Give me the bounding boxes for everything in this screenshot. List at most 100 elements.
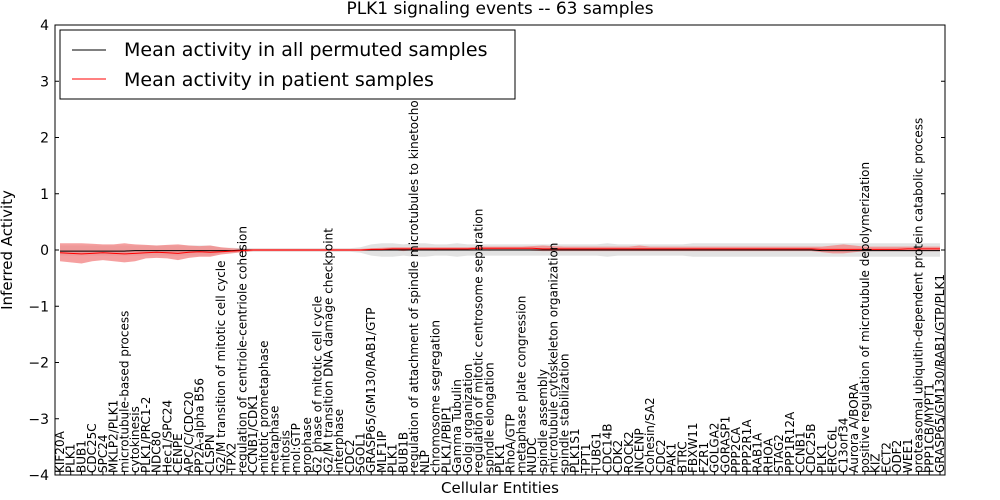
x-tick-label: regulation of mitotic centrosome separat… [472,209,486,473]
x-tick-label: G2 phase of mitotic cell cycle [311,296,325,473]
x-tick-label: metaphase plate congression [515,296,529,473]
x-tick-label: GOLGA2 [708,422,722,473]
y-tick-label: 3 [40,74,49,90]
x-tick-label: PPP2CA [729,426,743,473]
legend-label-permuted: Mean activity in all permuted samples [124,39,487,61]
x-tick-label: Hec1/SPC24 [160,400,174,473]
x-tick-label: BUB1B [396,432,410,473]
y-tick-label: 0 [40,243,49,259]
x-tick-label: CCNB1/CDK1 [246,394,260,473]
x-tick-label: STAG2 [772,434,786,473]
x-tick-label: PLK1 [386,444,400,473]
x-tick-label: Cohesin/SA2 [643,397,657,473]
x-tick-label: G2/M transition DNA damage checkpoint [321,228,335,473]
x-tick-label: cytokinesis [128,406,142,473]
x-tick-label: GORASP1 [718,416,732,473]
x-tick-label: MKLP2/PLK1 [107,400,121,473]
x-tick-label: G2/M transition of mitotic cell cycle [214,260,228,473]
x-tick-label: NUDC [525,438,539,473]
x-tick-label: mitotic prometaphase [257,341,271,474]
x-tick-label: KIF20A [53,430,67,473]
y-tick-label: 1 [40,187,49,203]
x-tick-label: PLK1/PRC1-2 [139,397,153,473]
x-tick-label: FZR1 [697,442,711,473]
x-tick-label: RAB1A [751,432,765,473]
x-tick-label: ROCK2 [622,431,636,473]
x-tick-label: PLK1 [493,444,507,473]
series-line-permuted [60,249,940,252]
y-tick-label: 4 [40,18,49,34]
x-tick-label: positive regulation of microtubule depol… [858,162,872,473]
x-tick-label: NDC80 [150,431,164,473]
x-tick-label: CCNB1 [794,431,808,473]
x-tick-label: BTRC [675,441,689,473]
series-line-patient [59,247,940,255]
x-tick-label: interphase [332,409,346,473]
y-tick-label: −2 [28,356,49,372]
x-tick-label: regulation of centriole-centriole cohesi… [235,226,249,473]
x-tick-label: PLK1S1 [568,428,582,473]
x-tick-label: APC/C/CDC20 [182,391,196,473]
x-tick-label: GRASP65/GM130/RAB1/GTP/PLK1 [933,274,947,473]
x-tick-label: PLK1/PBIP1 [439,406,453,473]
x-tick-label: KIZ [869,453,883,473]
x-tick-label: chromosome segregation [429,320,443,473]
x-tick-label: C13orf34 [836,418,850,473]
x-tick-label: microtubule cytoskeleton organization [547,243,561,473]
x-tick-label: NLP [418,450,432,473]
x-tick-label: FBXW11 [686,423,700,474]
y-tick-label: −4 [28,468,49,484]
x-tick-label: SPC24 [96,434,110,473]
x-tick-label: metaphase [268,406,282,473]
x-tick-label: INCENP [633,428,647,473]
x-tick-label: CDC14B [600,424,614,474]
series-lines [59,247,940,255]
x-tick-label: TPX2 [225,443,239,474]
chart-title: PLK1 signaling events -- 63 samples [346,0,653,19]
x-tick-label: CENPE [171,433,185,473]
y-axis-label: Inferred Activity [0,190,16,310]
x-tick-label: spindle stabilization [557,353,571,473]
y-tick-label: −1 [28,299,49,315]
x-tick-label: proteasomal ubiquitin-dependent protein … [912,118,926,473]
x-tick-label: PAK1 [665,443,679,473]
patient-range-band [60,243,940,264]
x-tick-label: RHOA [761,437,775,473]
x-tick-label: regulation of attachment of spindle micr… [407,88,421,473]
legend: Mean activity in all permuted samples Me… [59,29,516,100]
x-tick-label: ECT2 [879,442,893,473]
x-tick-label: RhoA/GTP [504,414,518,473]
x-tick-label: TUBG1 [590,432,604,474]
x-tick-label: MLF1IP [375,431,389,473]
x-tick-label: spindle assembly [536,369,550,473]
x-tick-label: TPT1 [579,443,593,474]
x-tick-labels: KIF20APLK1BUB1CDC25CSPC24MKLP2/PLK1micro… [53,88,947,475]
x-tick-label: CDC2 [343,439,357,473]
y-axis-ticks: −4 −3 −2 −1 0 1 2 3 4 [28,18,945,484]
x-tick-label: Golgi organization [461,364,475,473]
x-tick-label: PPP1CB/MYPT1 [922,383,936,473]
x-tick-label: Aurora A/BORA [847,383,861,473]
y-tick-label: −3 [28,412,49,428]
x-axis-label: Cellular Entities [441,479,559,497]
x-tick-label: spindle elongation [482,362,496,473]
x-tick-label: WEE1 [901,438,915,473]
x-tick-label: GRASP65/GM130/RAB1/GTP [364,307,378,473]
x-tick-label: CDC25B [804,424,818,474]
x-tick-label: PPP1R12A [783,411,797,473]
x-tick-label: CLSPN [203,434,217,473]
x-tick-label: ODF2 [890,440,904,473]
x-tick-label: mitosis [278,430,292,473]
x-tick-label: PLK1 [64,444,78,473]
plot-frame [54,24,946,476]
x-tick-label: microtubule-based process [117,311,131,473]
legend-box [59,29,516,100]
x-tick-label: prophase [300,417,314,473]
x-tick-label: Gamma Tubulin [450,379,464,473]
x-tick-label: BUB1 [75,440,89,473]
x-tick-label: PPP2R1A [740,419,754,473]
legend-label-patient: Mean activity in patient samples [124,69,434,91]
x-tick-label: mol:GTP [289,423,303,473]
x-tick-label: CDC2 [654,439,668,473]
